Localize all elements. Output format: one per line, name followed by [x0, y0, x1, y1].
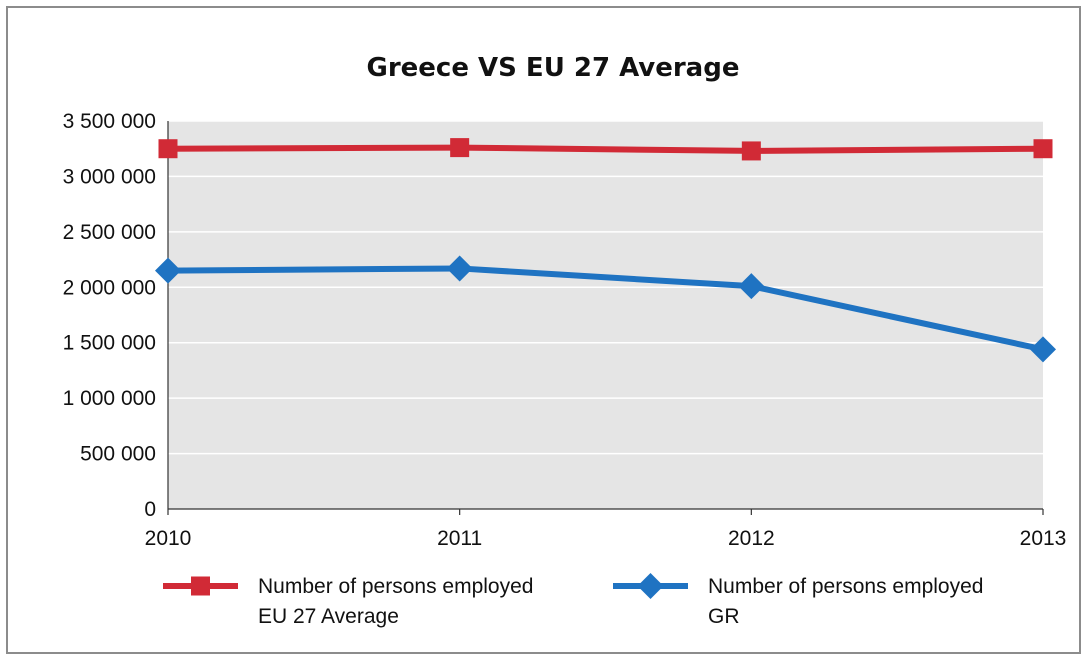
axes: 0 500 000 1 000 000 1 500 000 2 000 000 2 500…: [63, 110, 1067, 550]
y-tick-label: 3 500 000: [63, 110, 156, 133]
data-point: [741, 141, 761, 161]
plot-area: [168, 121, 1043, 509]
legend-label: GR: [708, 605, 740, 628]
series-line: [167, 265, 1044, 353]
legend-label: EU 27 Average: [258, 605, 399, 628]
y-tick-label: 3 000 000: [63, 165, 156, 188]
data-point: [158, 139, 178, 159]
legend-swatch-marker: [191, 576, 210, 596]
chart-title: Greece VS EU 27 Average: [367, 53, 740, 83]
legend-swatch-marker: [637, 573, 664, 599]
data-point: [738, 273, 765, 300]
series-1: [158, 138, 1053, 161]
x-tick-label: 2013: [1020, 527, 1067, 550]
y-tick-label: 2 000 000: [63, 276, 156, 299]
y-tick-label: 0: [144, 498, 156, 521]
y-tick-label: 500 000: [80, 443, 156, 466]
y-tick-label: 1 500 000: [63, 332, 156, 355]
data-point: [1030, 336, 1056, 363]
data-point: [450, 138, 470, 158]
data-point: [446, 255, 473, 282]
x-tick-label: 2012: [728, 527, 775, 550]
y-tick-label: 1 000 000: [63, 387, 156, 410]
data-point: [155, 257, 181, 284]
gridlines: [168, 120, 1043, 455]
chart-frame: Greece VS EU 27 Average 0 500 000 1 000 00…: [6, 6, 1081, 654]
legend-item-1: Number of persons employed EU 27 Average: [163, 575, 533, 628]
series-line: [167, 144, 1044, 154]
series-layer: [155, 138, 1056, 363]
legend-item-2: Number of persons employed GR: [613, 573, 983, 628]
x-tick-label: 2011: [437, 527, 482, 550]
legend-label: Number of persons employed: [708, 575, 983, 598]
legend-label: Number of persons employed: [258, 575, 533, 598]
series-2: [155, 255, 1056, 363]
y-tick-label: 2 500 000: [63, 221, 156, 244]
x-tick-label: 2010: [145, 527, 192, 550]
data-point: [1033, 139, 1053, 159]
chart: Greece VS EU 27 Average 0 500 000 1 000 00…: [63, 53, 1067, 628]
